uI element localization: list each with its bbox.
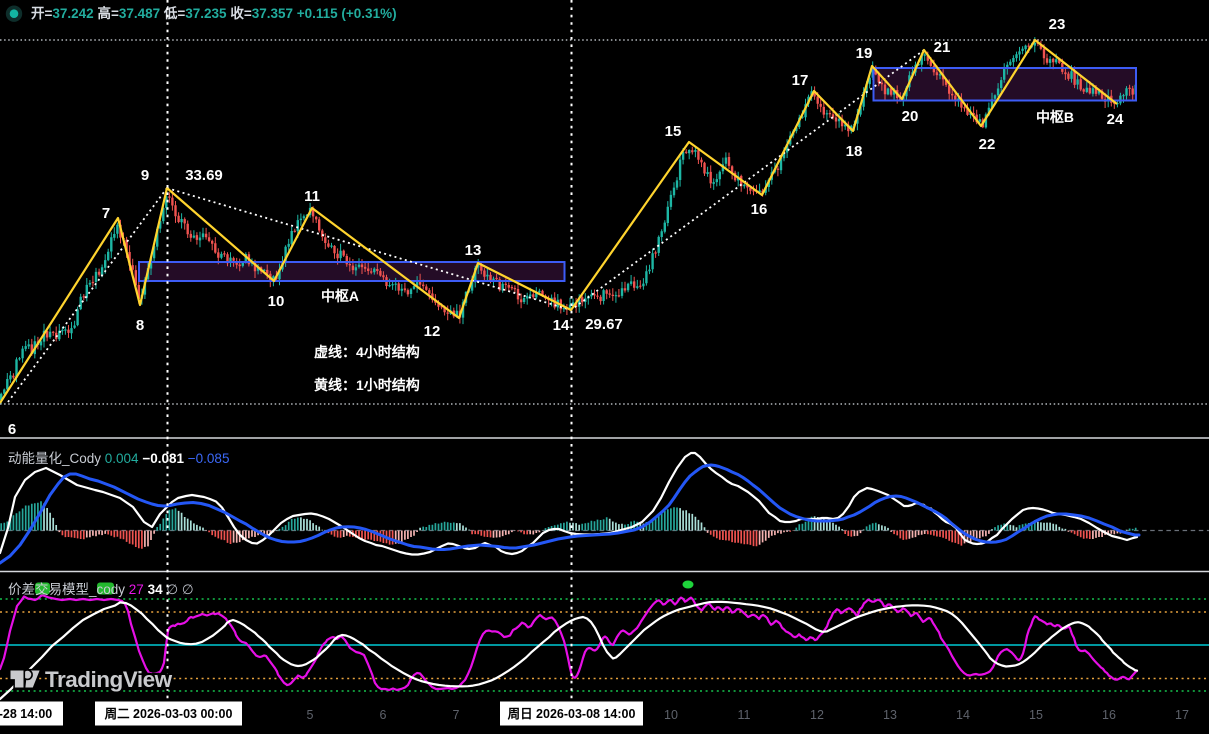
svg-text:15: 15 (1029, 708, 1043, 722)
svg-text:21: 21 (934, 39, 951, 56)
svg-text:14: 14 (956, 708, 970, 722)
svg-text:7: 7 (102, 205, 110, 222)
svg-text:9: 9 (141, 167, 149, 184)
svg-text:20: 20 (902, 108, 919, 125)
svg-text:10: 10 (268, 293, 285, 310)
svg-text:6: 6 (380, 708, 387, 722)
svg-text:17: 17 (792, 72, 809, 89)
svg-text:动能量化_Cody 0.004 −0.081 −0.0: 动能量化_Cody 0.004 −0.081 −0.085 (8, 451, 229, 466)
svg-text:中枢B: 中枢B (1036, 109, 1074, 125)
svg-text:-28 14:00: -28 14:00 (0, 707, 52, 721)
svg-text:TradingView: TradingView (45, 667, 173, 692)
svg-text:15: 15 (665, 123, 682, 140)
svg-text:中枢A: 中枢A (321, 288, 359, 304)
svg-text:10: 10 (664, 708, 678, 722)
svg-text:开=37.242 高=37.487 低=37.235: 开=37.242 高=37.487 低=37.235 收=37.357 +0.1… (31, 5, 397, 21)
svg-text:虚线：4小时结构: 虚线：4小时结构 (314, 344, 420, 360)
svg-text:14: 14 (553, 317, 570, 334)
svg-text:13: 13 (883, 708, 897, 722)
svg-text:17: 17 (1175, 708, 1189, 722)
svg-text:价差交易模型_cody 27 34 ∅ ∅: 价差交易模型_cody 27 34 ∅ ∅ (8, 581, 194, 597)
svg-text:29.67: 29.67 (585, 316, 623, 333)
svg-text:16: 16 (1102, 708, 1116, 722)
svg-text:18: 18 (846, 143, 863, 160)
svg-text:周日 2026-03-08 14:00: 周日 2026-03-08 14:00 (508, 707, 636, 721)
svg-text:8: 8 (136, 317, 144, 334)
svg-text:周二 2026-03-03 00:00: 周二 2026-03-03 00:00 (105, 707, 233, 721)
svg-text:19: 19 (856, 45, 873, 62)
svg-text:黄线：1小时结构: 黄线：1小时结构 (314, 377, 420, 393)
svg-text:5: 5 (307, 708, 314, 722)
svg-text:7: 7 (453, 708, 460, 722)
svg-text:13: 13 (465, 242, 482, 259)
svg-text:22: 22 (979, 136, 996, 153)
svg-text:23: 23 (1049, 16, 1066, 33)
svg-text:12: 12 (424, 323, 441, 340)
svg-text:11: 11 (304, 188, 320, 205)
svg-text:6: 6 (8, 421, 16, 438)
svg-text:33.69: 33.69 (185, 167, 223, 184)
svg-text:12: 12 (810, 708, 824, 722)
svg-text:24: 24 (1107, 111, 1124, 128)
svg-text:11: 11 (738, 708, 751, 722)
svg-text:16: 16 (751, 201, 768, 218)
